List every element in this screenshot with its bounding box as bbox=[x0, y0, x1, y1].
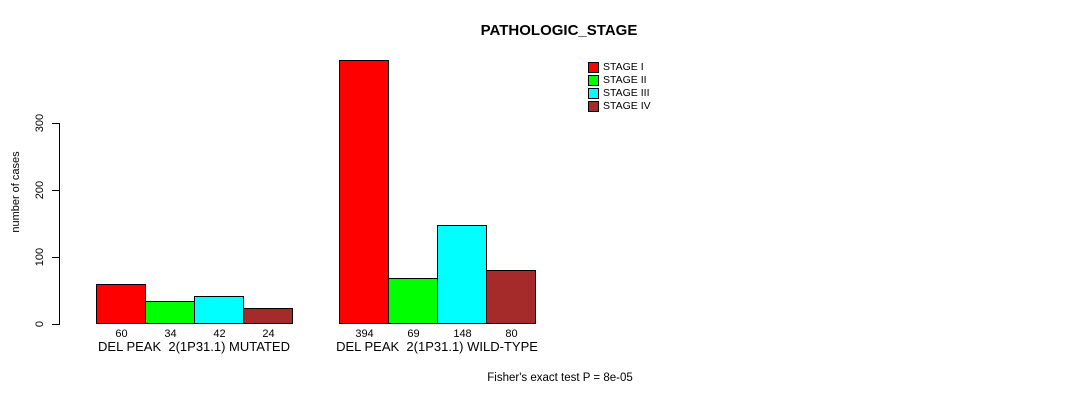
fisher-test-annotation: Fisher's exact test P = 8e-05 bbox=[487, 372, 633, 384]
y-tick-label: 0 bbox=[34, 320, 46, 328]
y-tick bbox=[52, 257, 59, 258]
legend-item: STAGE IV bbox=[588, 101, 651, 112]
legend-item: STAGE I bbox=[588, 62, 651, 73]
bar-value-label: 80 bbox=[505, 328, 518, 340]
y-axis-line bbox=[59, 123, 60, 325]
bar-value-label: 42 bbox=[213, 328, 226, 340]
legend-item: STAGE II bbox=[588, 75, 651, 86]
legend-label: STAGE IV bbox=[603, 100, 651, 112]
legend-label: STAGE I bbox=[603, 61, 644, 73]
y-tick bbox=[52, 123, 59, 124]
legend-swatch-icon bbox=[588, 101, 599, 112]
x-group-label-mutated: DEL PEAK 2(1P31.1) MUTATED bbox=[98, 339, 290, 354]
bar-value-label: 148 bbox=[453, 328, 472, 340]
bar-value-label: 24 bbox=[262, 328, 275, 340]
bar bbox=[145, 301, 195, 324]
bar bbox=[194, 296, 244, 324]
bar bbox=[339, 60, 389, 324]
bar-value-label: 60 bbox=[115, 328, 128, 340]
bar bbox=[486, 270, 536, 324]
y-tick-label: 200 bbox=[34, 180, 46, 200]
bar bbox=[388, 278, 438, 324]
legend-label: STAGE III bbox=[603, 87, 650, 99]
bar bbox=[243, 308, 293, 324]
legend-swatch-icon bbox=[588, 88, 599, 99]
legend-swatch-icon bbox=[588, 75, 599, 86]
y-axis-label: number of cases bbox=[10, 151, 22, 233]
chart-title: PATHOLOGIC_STAGE bbox=[480, 22, 638, 39]
legend-label: STAGE II bbox=[603, 74, 647, 86]
legend-item: STAGE III bbox=[588, 88, 651, 99]
bar-value-label: 69 bbox=[407, 328, 420, 340]
legend-swatch-icon bbox=[588, 62, 599, 73]
y-tick-label: 300 bbox=[34, 113, 46, 133]
bar bbox=[96, 284, 146, 324]
bar bbox=[437, 225, 487, 324]
x-group-label-wildtype: DEL PEAK 2(1P31.1) WILD-TYPE bbox=[336, 339, 538, 354]
legend: STAGE I STAGE II STAGE III STAGE IV bbox=[588, 62, 651, 114]
y-tick bbox=[52, 190, 59, 191]
bar-value-label: 34 bbox=[164, 328, 177, 340]
y-tick-label: 100 bbox=[34, 247, 46, 267]
y-tick bbox=[52, 324, 59, 325]
bar-value-label: 394 bbox=[355, 328, 374, 340]
